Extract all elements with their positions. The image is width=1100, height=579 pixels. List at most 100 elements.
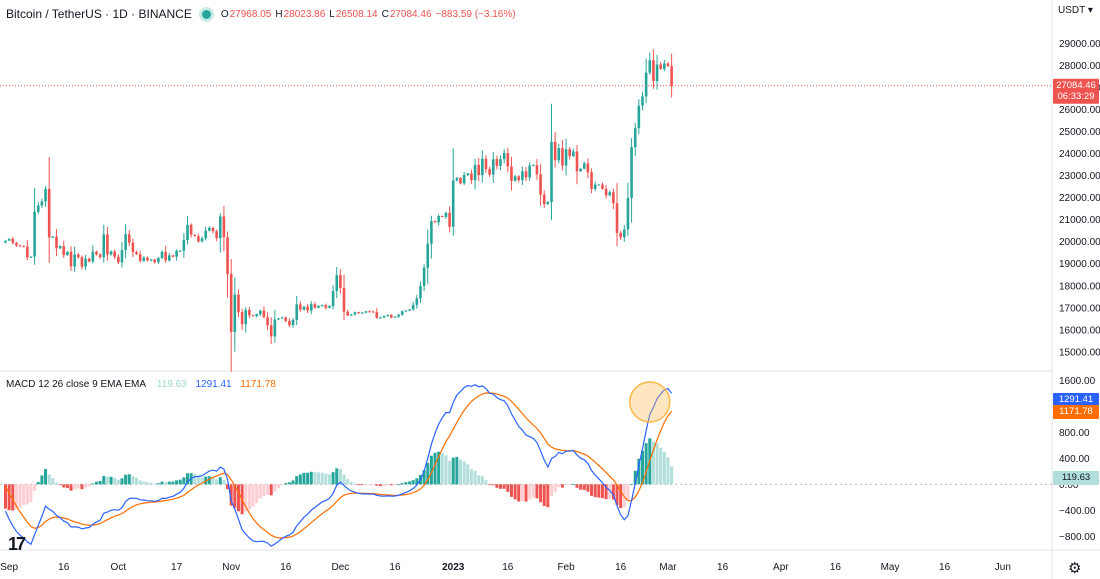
candle[interactable] xyxy=(288,318,291,328)
candle[interactable] xyxy=(604,184,608,199)
candle[interactable] xyxy=(586,158,590,179)
candle[interactable] xyxy=(47,157,51,263)
candle[interactable] xyxy=(11,236,15,245)
candle[interactable] xyxy=(506,147,510,173)
candle[interactable] xyxy=(404,310,408,312)
candle[interactable] xyxy=(218,213,222,253)
candle[interactable] xyxy=(630,138,633,223)
candle[interactable] xyxy=(510,156,513,191)
candle[interactable] xyxy=(197,233,200,243)
candle[interactable] xyxy=(142,256,146,263)
candle[interactable] xyxy=(280,316,284,319)
candle[interactable] xyxy=(593,181,597,192)
candle[interactable] xyxy=(87,257,91,263)
candle[interactable] xyxy=(36,202,40,215)
currency-selector[interactable]: USDT ▾ xyxy=(1058,5,1093,16)
candle[interactable] xyxy=(248,307,251,319)
macd-indicator-name[interactable]: MACD 12 26 close 9 EMA EMA xyxy=(6,379,147,390)
candle[interactable] xyxy=(109,250,113,256)
candle[interactable] xyxy=(255,313,258,318)
candle[interactable] xyxy=(211,226,215,234)
candle[interactable] xyxy=(568,146,571,160)
candle[interactable] xyxy=(459,177,462,185)
candle[interactable] xyxy=(644,58,648,104)
candle[interactable] xyxy=(284,316,288,323)
candle[interactable] xyxy=(491,152,495,184)
candle[interactable] xyxy=(102,224,106,263)
candle[interactable] xyxy=(135,250,138,256)
candle[interactable] xyxy=(40,198,44,208)
candle[interactable] xyxy=(601,182,604,190)
candle[interactable] xyxy=(77,253,80,259)
candle[interactable] xyxy=(386,314,389,317)
candle[interactable] xyxy=(266,312,269,331)
candle[interactable] xyxy=(33,187,36,265)
candle[interactable] xyxy=(550,103,553,221)
candle[interactable] xyxy=(495,155,499,170)
candle[interactable] xyxy=(262,306,266,319)
candle[interactable] xyxy=(564,138,568,176)
candle[interactable] xyxy=(182,233,186,258)
candle[interactable] xyxy=(244,307,248,333)
candle[interactable] xyxy=(648,52,652,75)
candle[interactable] xyxy=(502,149,506,164)
candle[interactable] xyxy=(51,235,55,238)
candle[interactable] xyxy=(26,240,29,261)
candle[interactable] xyxy=(390,314,393,319)
candle[interactable] xyxy=(422,264,426,292)
candle[interactable] xyxy=(561,139,564,171)
candle[interactable] xyxy=(539,164,542,206)
candle[interactable] xyxy=(113,249,116,260)
candle[interactable] xyxy=(477,158,480,182)
candle[interactable] xyxy=(215,229,218,242)
candle[interactable] xyxy=(18,244,22,247)
candle[interactable] xyxy=(553,132,557,168)
candle[interactable] xyxy=(408,308,411,311)
candle[interactable] xyxy=(146,256,149,262)
candle[interactable] xyxy=(324,303,328,310)
candle[interactable] xyxy=(273,309,277,343)
candle[interactable] xyxy=(590,168,593,194)
candle[interactable] xyxy=(393,316,397,318)
candle[interactable] xyxy=(91,245,95,264)
candle[interactable] xyxy=(175,249,178,261)
candle[interactable] xyxy=(233,277,237,352)
candle[interactable] xyxy=(517,175,521,183)
candle[interactable] xyxy=(663,59,666,72)
candle[interactable] xyxy=(619,230,622,240)
candle[interactable] xyxy=(572,148,575,158)
candle[interactable] xyxy=(400,310,404,316)
candle[interactable] xyxy=(441,215,444,218)
gear-icon[interactable]: ⚙ xyxy=(1068,560,1082,577)
candle[interactable] xyxy=(73,246,76,272)
candle[interactable] xyxy=(368,310,371,313)
candle[interactable] xyxy=(222,205,226,252)
candle[interactable] xyxy=(160,250,164,260)
candle[interactable] xyxy=(375,308,379,319)
candle[interactable] xyxy=(481,150,484,183)
candle[interactable] xyxy=(524,167,528,182)
candle[interactable] xyxy=(411,301,415,311)
candle[interactable] xyxy=(444,211,448,219)
candle[interactable] xyxy=(237,289,240,317)
candle[interactable] xyxy=(397,313,400,318)
candle[interactable] xyxy=(350,313,353,317)
candle[interactable] xyxy=(470,169,473,184)
candle[interactable] xyxy=(277,317,280,321)
price-pane[interactable] xyxy=(0,49,1052,372)
candle[interactable] xyxy=(98,253,102,259)
candle[interactable] xyxy=(269,317,273,344)
candle[interactable] xyxy=(7,238,11,242)
candle[interactable] xyxy=(415,294,419,309)
candle[interactable] xyxy=(652,49,655,89)
candle[interactable] xyxy=(302,305,306,311)
candle[interactable] xyxy=(208,226,211,232)
candle[interactable] xyxy=(364,311,368,314)
candle[interactable] xyxy=(251,314,255,317)
candle[interactable] xyxy=(448,206,451,233)
candle[interactable] xyxy=(466,173,470,177)
candle[interactable] xyxy=(582,161,586,170)
candle[interactable] xyxy=(371,310,375,313)
candle[interactable] xyxy=(353,311,357,316)
candle[interactable] xyxy=(117,253,120,265)
